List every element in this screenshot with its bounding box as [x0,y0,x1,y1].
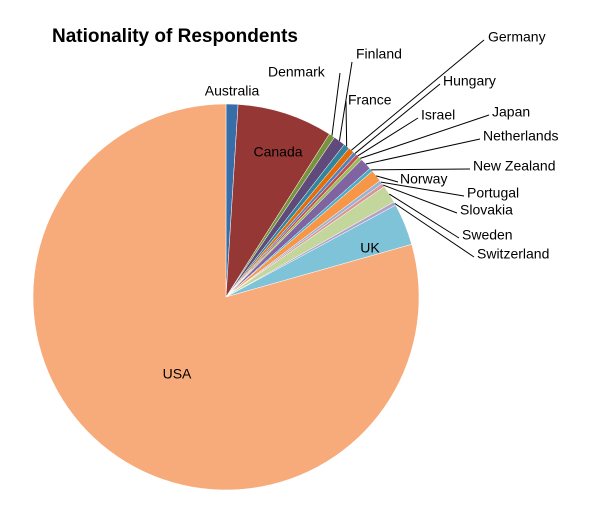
leader-line [376,175,399,183]
leader-line [345,100,348,147]
slice-label: UK [360,240,380,256]
slice-label: Hungary [443,73,496,89]
chart-title: Nationality of Respondents [52,26,298,47]
leader-line [351,39,485,151]
pie-slice [32,103,420,491]
leader-line [360,114,490,159]
slice-label: Israel [421,107,455,123]
slice-label: Japan [492,104,530,120]
leader-line [357,117,419,157]
slice-label: Netherlands [483,128,559,144]
pie-slice [225,104,330,298]
slice-label: Canada [253,144,302,160]
slice-label: Denmark [268,64,326,80]
leader-line [371,168,471,171]
leader-line [331,72,341,136]
slice-label: Norway [400,171,447,187]
leader-line [383,184,458,214]
slice-label: USA [163,366,192,382]
leader-line [365,138,481,165]
leader-line [394,203,475,258]
slice-label: Sweden [462,227,513,243]
slice-label: Australia [205,83,260,99]
slice-label: New Zealand [473,158,556,174]
slice-label: France [348,92,392,108]
slice-label: Germany [488,29,546,45]
leader-line [380,181,465,197]
leader-line [354,83,441,154]
slice-label: Slovakia [460,202,513,218]
slice-label: Finland [356,46,402,62]
slice-label: Switzerland [477,246,549,262]
leader-line [389,193,460,239]
slice-label: Portugal [467,185,519,201]
